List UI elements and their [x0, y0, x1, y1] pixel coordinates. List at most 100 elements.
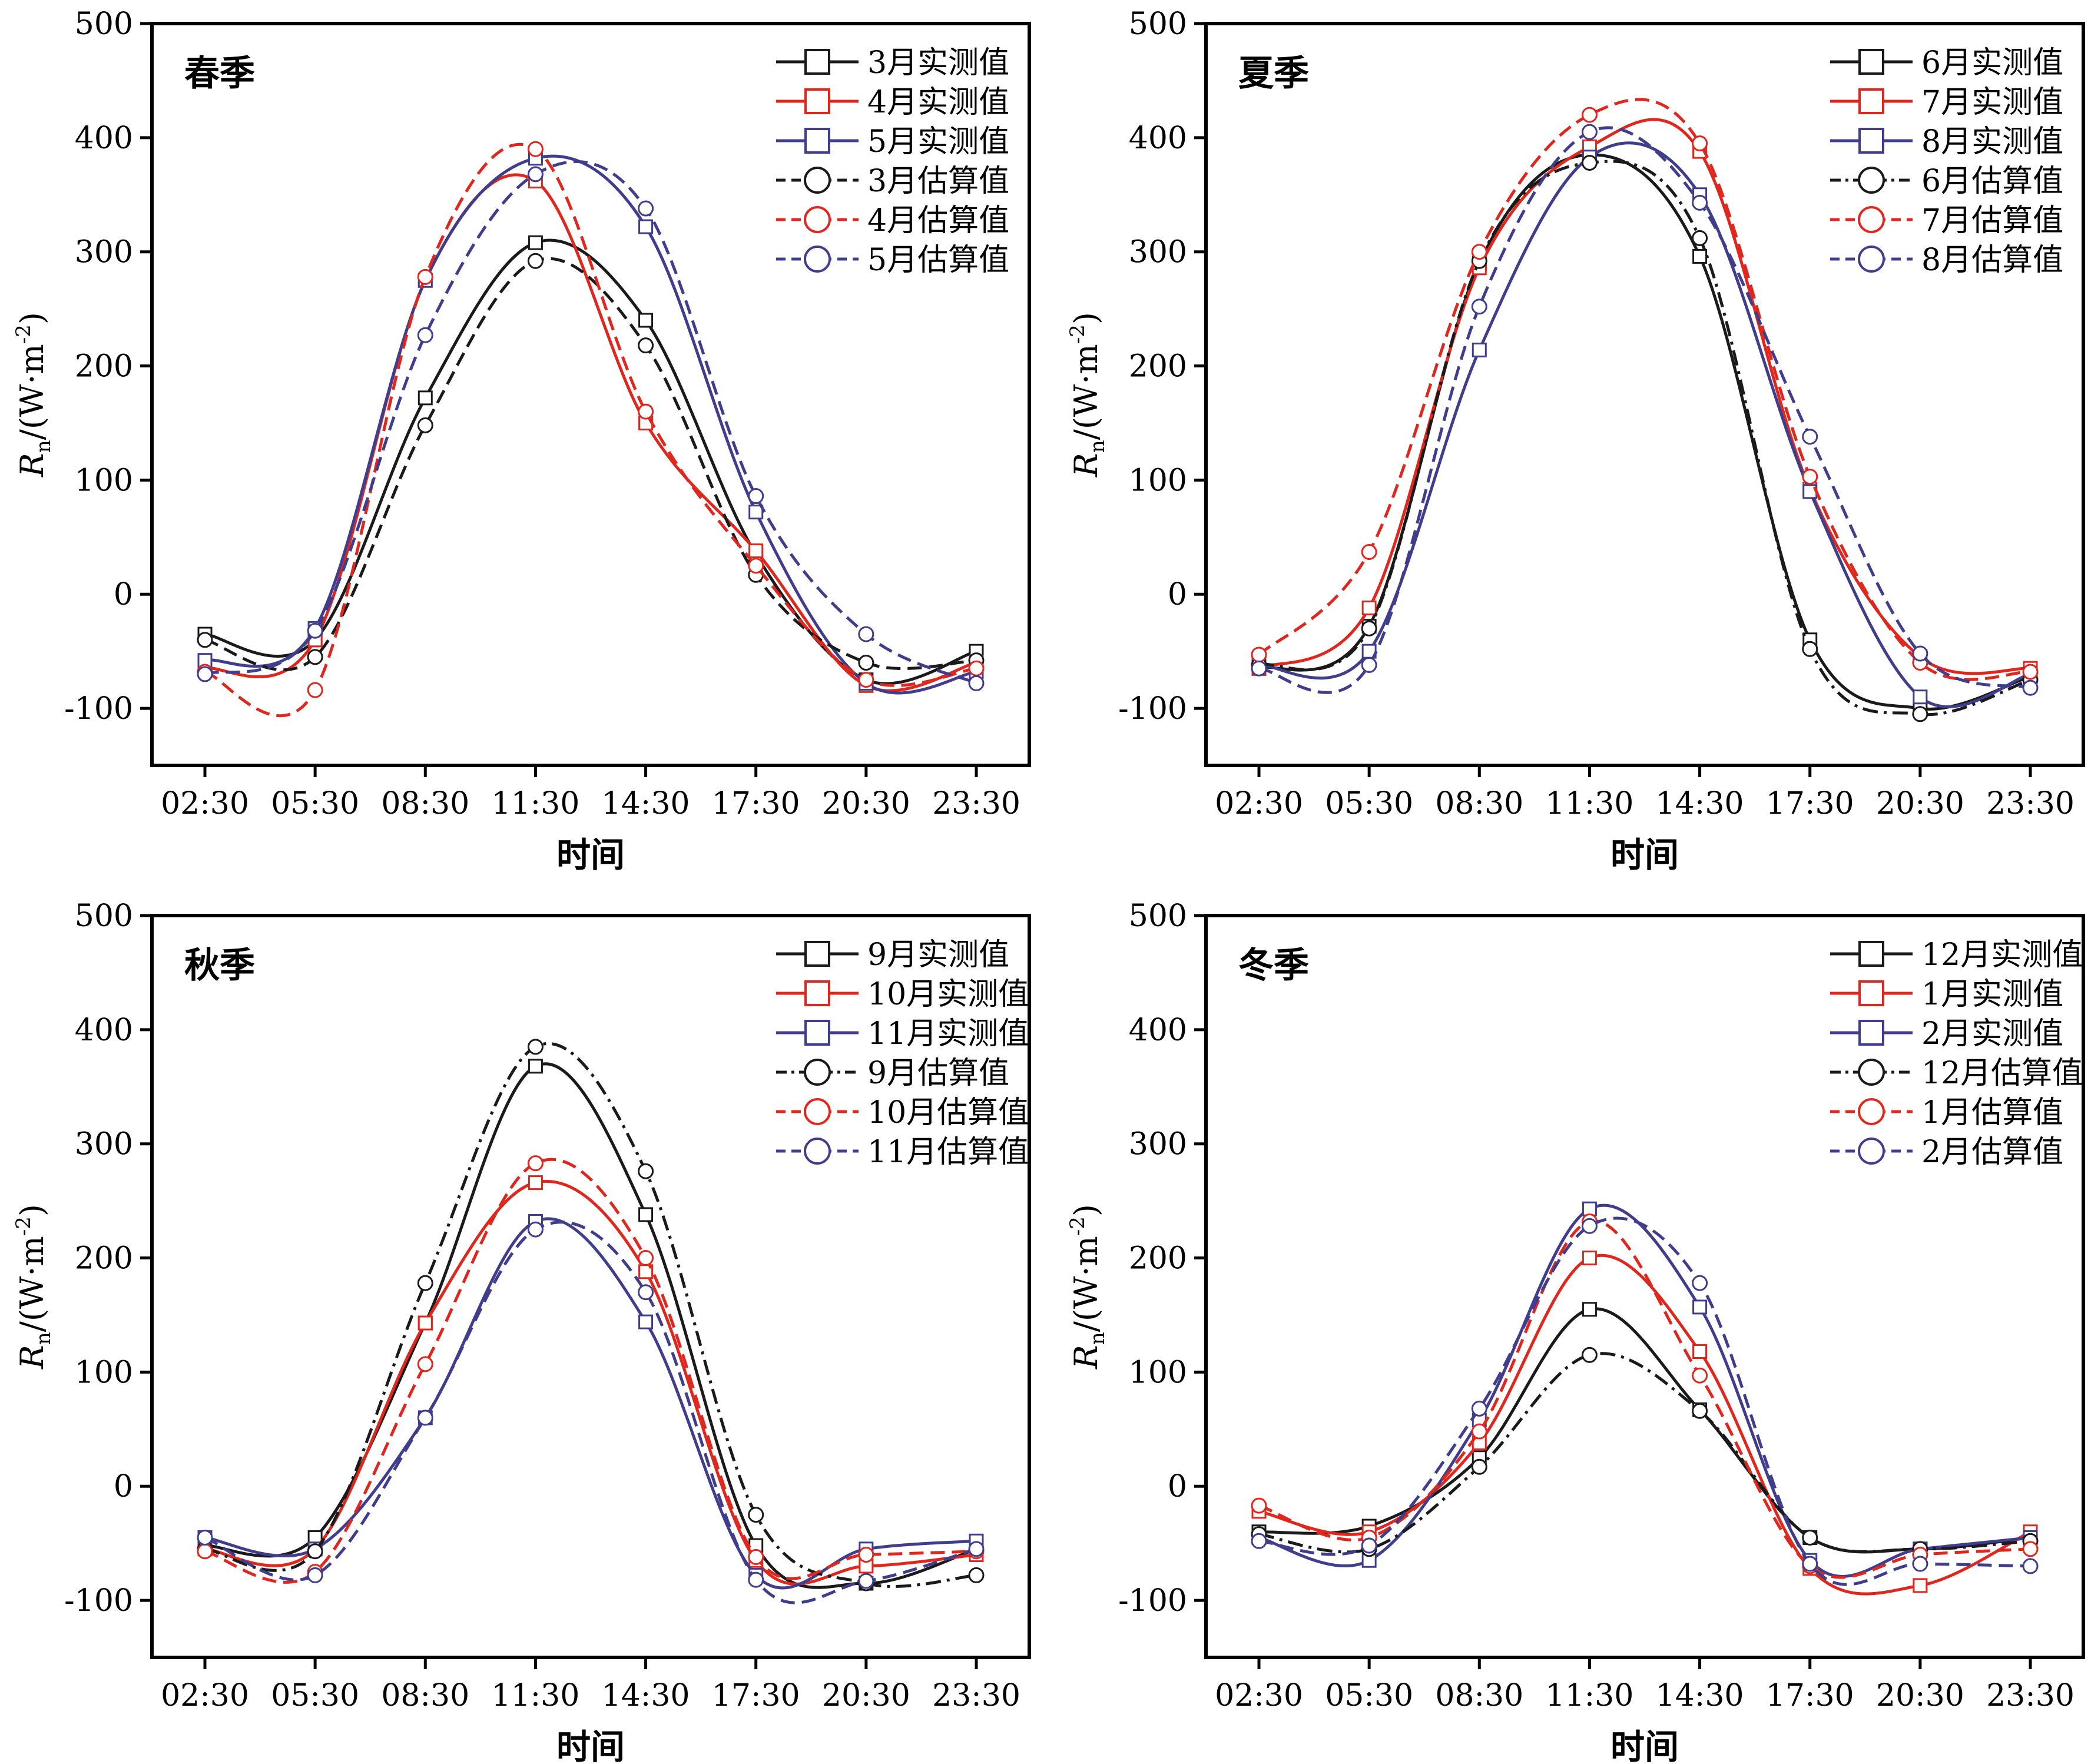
data-point-square: [748, 505, 764, 520]
y-tick-label: 100: [75, 1355, 133, 1390]
y-axis-label: Rn/(W·m-2): [12, 1204, 55, 1370]
data-point-circle: [748, 1571, 764, 1588]
y-axis-label-close: ): [1068, 1204, 1105, 1216]
data-point-circle: [2022, 664, 2039, 680]
plot-frame: [1204, 22, 2085, 767]
x-tick-label: 08:30: [381, 1678, 469, 1713]
series-line: [204, 173, 977, 692]
series-line: [1258, 1203, 2031, 1578]
legend-marker-circle: [1858, 1138, 1885, 1165]
data-point-circle: [527, 141, 544, 157]
data-point-circle: [748, 558, 764, 574]
x-tick-label: 17:30: [1766, 1678, 1854, 1713]
series-blue-circle: [1251, 1216, 2039, 1586]
x-tick-label: 23:30: [1986, 786, 2075, 821]
y-axis-label-close: ): [1068, 312, 1105, 324]
data-point-circle: [1692, 1275, 1708, 1291]
legend-label: 7月估算值: [1921, 203, 2063, 238]
y-tick-label: -100: [64, 691, 133, 727]
data-point-circle: [1692, 1402, 1708, 1419]
legend-label: 12月实测值: [1921, 937, 2083, 973]
data-point-circle: [968, 1541, 985, 1557]
data-point-square: [1582, 1302, 1597, 1317]
data-point-circle: [1912, 706, 1928, 722]
data-point-circle: [307, 1567, 323, 1583]
data-point-circle: [748, 1549, 764, 1565]
series-line: [1258, 98, 2031, 681]
plot-frame: [150, 914, 1031, 1659]
y-axis-label-close: ): [14, 1204, 51, 1216]
x-tick-label: 08:30: [1435, 1678, 1523, 1713]
series-red-circle: [197, 1155, 985, 1584]
x-tick-label: 02:30: [1215, 786, 1303, 821]
data-point-circle: [638, 403, 654, 420]
data-point-square: [1913, 1578, 1928, 1593]
legend-marker-circle: [804, 1059, 831, 1086]
data-point-square: [528, 1175, 543, 1191]
legend-marker-square: [804, 88, 830, 114]
series-red-circle: [1251, 98, 2039, 681]
legend-marker-square: [1858, 128, 1884, 154]
data-point-circle: [1471, 244, 1487, 260]
y-axis-label-main: R: [1068, 1345, 1105, 1370]
x-tick-label: 17:30: [712, 1678, 800, 1713]
data-point-circle: [197, 666, 213, 682]
y-tick-label: -100: [64, 1583, 133, 1619]
x-tick-label: 05:30: [1325, 786, 1413, 821]
series-line: [204, 1158, 977, 1584]
series-red-square: [197, 1175, 984, 1586]
series-black-circle: [197, 1039, 985, 1591]
x-tick-label: 14:30: [602, 1678, 690, 1713]
series-line: [1258, 118, 2031, 675]
legend-label: 1月估算值: [1921, 1095, 2063, 1130]
x-tick-label: 08:30: [1435, 786, 1523, 821]
data-point-circle: [1802, 469, 1818, 485]
data-point-circle: [1581, 154, 1598, 171]
data-point-circle: [527, 1039, 544, 1055]
panel-2: -100 0 100 200 300 400 500 02:30 05:30 08:30 11:30…: [1066, 6, 2085, 875]
legend-marker-circle: [804, 1138, 831, 1165]
legend-label: 9月实测值: [867, 937, 1009, 973]
series-line: [204, 1217, 977, 1590]
y-axis-label-sup: -2: [1066, 1216, 1089, 1236]
data-point-circle: [1251, 1533, 1267, 1549]
legend-marker-circle: [804, 167, 831, 194]
data-point-circle: [1802, 641, 1818, 657]
x-tick-label: 05:30: [271, 1678, 359, 1713]
x-tick-label: 14:30: [1656, 1678, 1744, 1713]
legend-marker-circle: [804, 246, 831, 273]
y-axis-label-sub: n: [32, 440, 55, 453]
plot-frame: [150, 22, 1031, 767]
panel-label: 秋季: [184, 945, 255, 986]
legend-label: 5月实测值: [867, 124, 1009, 160]
legend-marker-square: [804, 128, 830, 154]
data-point-circle: [1912, 1556, 1928, 1572]
y-axis-label: Rn/(W·m-2): [12, 312, 55, 478]
data-point-circle: [197, 1543, 213, 1560]
x-axis-label: 时间: [1610, 835, 1679, 875]
legend-label: 2月实测值: [1921, 1016, 2063, 1052]
data-point-circle: [1802, 1556, 1818, 1572]
y-tick-label: 500: [75, 898, 133, 934]
legend-label: 11月估算值: [867, 1135, 1029, 1170]
series-black-square: [1251, 1302, 2038, 1557]
series-line: [204, 1042, 977, 1588]
legend-label: 2月估算值: [1921, 1135, 2063, 1170]
y-axis-label-main: R: [1068, 453, 1105, 478]
x-axis-label: 时间: [1610, 1727, 1679, 1764]
legend-label: 6月估算值: [1921, 164, 2063, 199]
x-tick-label: 05:30: [1325, 1678, 1413, 1713]
data-point-circle: [197, 1529, 213, 1546]
y-tick-label: 400: [75, 121, 133, 156]
legend-label: 4月实测值: [867, 85, 1009, 120]
y-tick-label: 300: [1129, 1127, 1187, 1162]
x-tick-label: 02:30: [161, 786, 249, 821]
legend-label: 10月估算值: [867, 1095, 1029, 1130]
y-axis-label-close: ): [14, 312, 51, 324]
data-point-square: [1692, 1344, 1708, 1359]
legend-marker-square: [804, 980, 830, 1006]
series-black-circle: [197, 253, 985, 672]
x-tick-label: 20:30: [1876, 786, 1964, 821]
data-point-circle: [1361, 656, 1377, 673]
y-axis-label-unit: /(W·m: [1068, 344, 1105, 440]
